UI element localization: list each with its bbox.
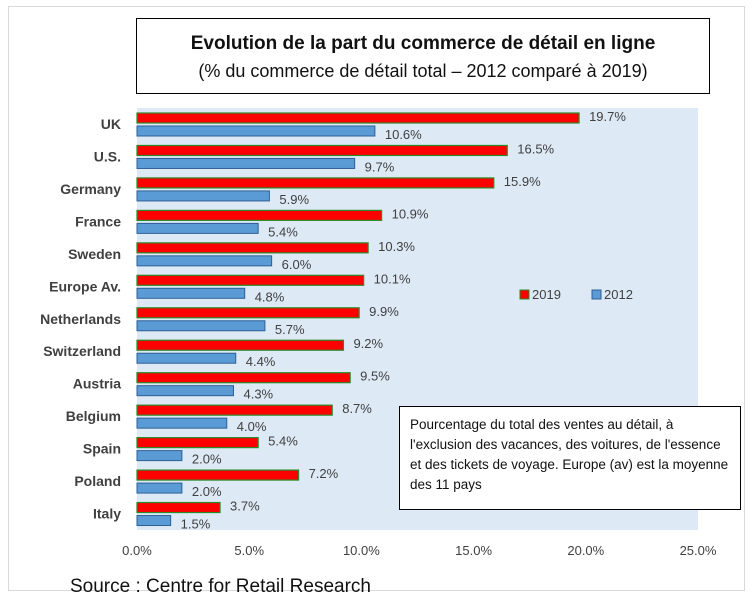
category-label: UK (101, 116, 121, 132)
value-label-2019: 10.1% (374, 271, 411, 286)
value-label-2019: 16.5% (517, 141, 554, 156)
x-tick-label: 5.0% (234, 543, 264, 558)
value-label-2019: 19.7% (589, 109, 626, 124)
bar-2012-poland (136, 482, 183, 494)
bar-2012-switzerland (136, 352, 237, 364)
bar-2019-europe-av- (136, 274, 365, 286)
note-box: Pourcentage du total des ventes au détai… (399, 406, 741, 510)
bar-2019-sweden (136, 242, 369, 254)
value-label-2012: 4.8% (255, 289, 285, 304)
bar-2012-belgium (136, 417, 228, 429)
bar-2012-europe-av- (136, 287, 246, 299)
bar-2019-germany (136, 177, 495, 189)
category-label: Switzerland (43, 343, 121, 359)
value-label-2019: 7.2% (309, 466, 339, 481)
x-axis-ticks: 0.0% 5.0% 10.0% 15.0% 20.0% 25.0% (122, 543, 717, 558)
value-label-2012: 4.3% (243, 387, 273, 402)
x-tick-label: 25.0% (680, 543, 717, 558)
value-label-2012: 4.0% (237, 419, 267, 434)
value-label-2012: 5.9% (279, 192, 309, 207)
value-label-2012: 5.7% (275, 322, 305, 337)
value-label-2019: 9.2% (353, 336, 383, 351)
bar-2019-switzerland (136, 339, 345, 351)
value-label-2012: 9.7% (365, 159, 395, 174)
bar-2019-netherlands (136, 307, 360, 319)
bar-2012-france (136, 222, 259, 234)
bar-2012-sweden (136, 255, 273, 267)
value-label-2012: 1.5% (181, 517, 211, 532)
bars-group (136, 112, 580, 527)
legend-swatch-2019 (519, 289, 530, 300)
x-tick-label: 10.0% (343, 543, 380, 558)
chart-title: Evolution de la part du commerce de déta… (190, 33, 656, 54)
category-label: France (75, 213, 121, 229)
category-label: Germany (60, 181, 121, 197)
category-label: U.S. (94, 148, 121, 164)
value-label-2019: 9.5% (360, 369, 390, 384)
legend-swatch-2012 (591, 289, 602, 300)
value-label-2012: 2.0% (192, 452, 222, 467)
category-label: Europe Av. (49, 278, 121, 294)
value-label-2012: 5.4% (268, 224, 298, 239)
value-label-2019: 9.9% (369, 304, 399, 319)
value-labels: 19.7% 10.6% 16.5% 9.7% 15.9% 5.9% 10.9% 5.4% 10.… (181, 109, 627, 532)
category-labels: UK U.S. Germany France Sweden Europe Av. Nethe… (40, 116, 121, 522)
value-label-2012: 6.0% (282, 257, 312, 272)
bar-2012-uk (136, 125, 376, 137)
x-tick-label: 15.0% (455, 543, 492, 558)
chart-subtitle: (% du commerce de détail total – 2012 co… (198, 61, 648, 81)
legend-label-2019: 2019 (532, 287, 561, 302)
value-label-2012: 10.6% (385, 127, 422, 142)
bar-2012-austria (136, 385, 234, 397)
category-label: Sweden (68, 246, 121, 262)
value-label-2012: 4.4% (246, 354, 276, 369)
bar-2019-uk (136, 112, 580, 124)
value-label-2012: 2.0% (192, 484, 222, 499)
title-box: Evolution de la part du commerce de déta… (136, 18, 710, 94)
bar-2012-netherlands (136, 320, 266, 332)
bar-2012-italy (136, 515, 172, 527)
bar-2019-poland (136, 469, 300, 481)
legend-label-2012: 2012 (604, 287, 633, 302)
x-tick-label: 0.0% (122, 543, 152, 558)
value-label-2019: 10.9% (392, 206, 429, 221)
bar-2012-germany (136, 190, 270, 202)
source-text: Source : Centre for Retail Research (70, 576, 371, 597)
bar-2019-spain (136, 437, 259, 449)
bar-2019-italy (136, 501, 221, 514)
bar-2012-spain (136, 450, 183, 462)
category-label: Belgium (66, 408, 121, 424)
value-label-2019: 15.9% (504, 174, 541, 189)
bar-2019-austria (136, 372, 351, 384)
legend: 2019 2012 (519, 287, 633, 302)
value-label-2019: 3.7% (230, 499, 260, 514)
category-label: Poland (74, 473, 121, 489)
bar-2019-france (136, 209, 383, 221)
category-label: Austria (73, 376, 121, 392)
value-label-2019: 8.7% (342, 401, 372, 416)
chart-frame (8, 6, 745, 591)
bar-2019-u-s- (136, 144, 508, 157)
category-label: Netherlands (40, 311, 121, 327)
category-label: Italy (93, 506, 121, 522)
value-label-2019: 10.3% (378, 239, 415, 254)
category-label: Spain (83, 441, 121, 457)
x-tick-label: 20.0% (567, 543, 604, 558)
value-label-2019: 5.4% (268, 434, 298, 449)
bar-2019-belgium (136, 404, 333, 416)
bar-2012-u-s- (136, 157, 356, 169)
